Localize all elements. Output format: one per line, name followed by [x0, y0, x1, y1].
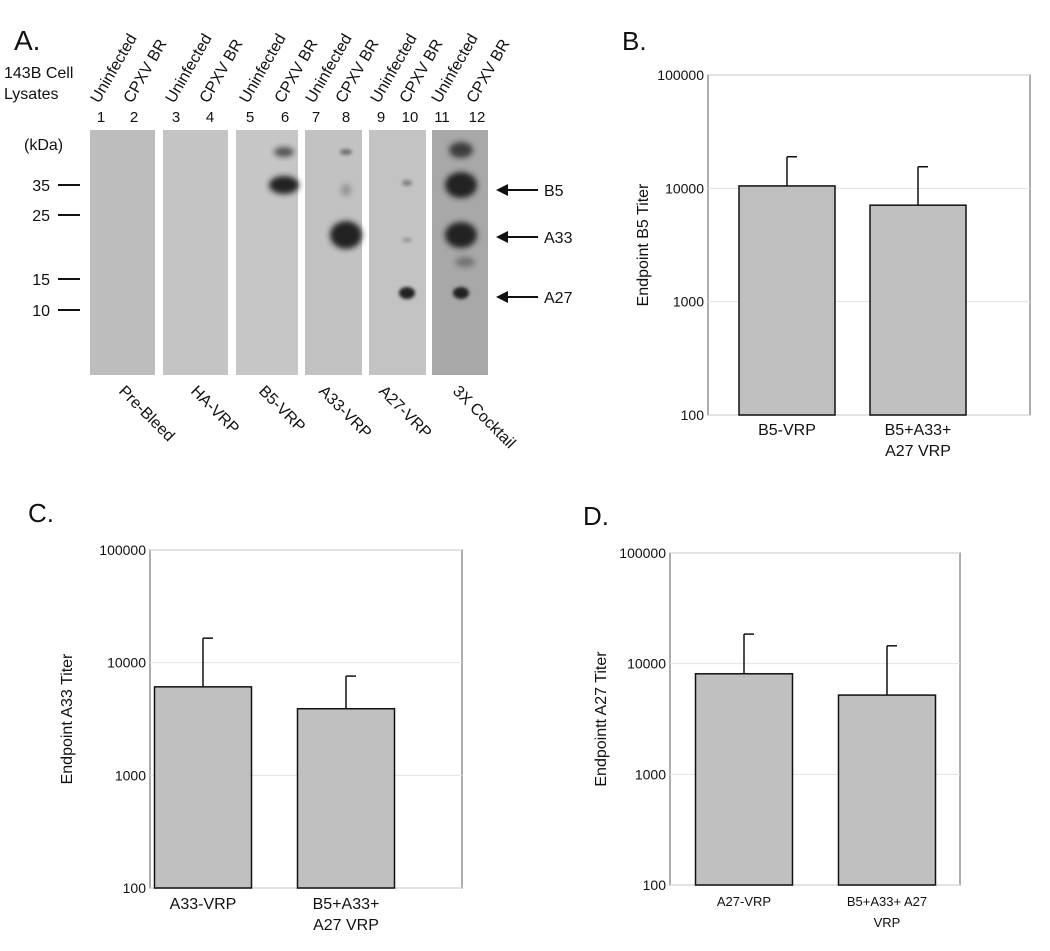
- lane-number: 7: [312, 109, 320, 126]
- blot-bands: [269, 142, 477, 299]
- y-tick-label: 100: [681, 407, 705, 423]
- x-tick-label: A27-VRP: [716, 894, 772, 909]
- group-label: A27-VRP: [375, 383, 434, 442]
- band-arrowhead: [496, 291, 508, 303]
- blot-strips: [90, 130, 488, 375]
- y-axis-title: Endpoint A33 Titer: [59, 653, 76, 784]
- marker-label: 25: [32, 208, 50, 225]
- band-arrowhead: [496, 184, 508, 196]
- band-label: A33: [544, 230, 573, 247]
- panel-label: A.: [14, 25, 40, 56]
- lane-number: 8: [342, 109, 350, 126]
- group-label: B5-VRP: [255, 383, 308, 436]
- bar: [153, 686, 253, 889]
- lane-number: 5: [246, 109, 254, 126]
- lane-number: 6: [281, 109, 289, 126]
- sample-label: 143B Cell Lysates: [4, 65, 74, 103]
- group-label: Pre-Bleed: [115, 383, 177, 445]
- x-tick-label: B5+A33+ A27 VRP: [884, 422, 952, 460]
- y-tick-label: 100: [123, 880, 147, 896]
- lane-number: 2: [130, 109, 138, 126]
- lane-number: 9: [377, 109, 385, 126]
- lane-number: 1: [97, 109, 105, 126]
- x-tick-label: B5-VRP: [758, 422, 816, 439]
- panel-label: C.: [28, 498, 54, 528]
- unit-label: (kDa): [24, 137, 63, 154]
- y-axis-title: Endpointt A27 Titer: [593, 651, 610, 787]
- x-tick-label: B5+A33+ A27 VRP: [846, 894, 928, 930]
- y-tick-label: 100000: [619, 545, 666, 561]
- bar: [296, 707, 396, 889]
- panel-label: B.: [622, 26, 647, 56]
- group-label: 3X Cocktail: [449, 383, 518, 452]
- y-tick-label: 1000: [115, 767, 146, 783]
- bar: [837, 694, 937, 886]
- y-tick-label: 10000: [107, 655, 146, 671]
- y-tick-label: 10000: [665, 180, 704, 196]
- x-tick-label: B5+A33+ A27 VRP: [312, 896, 380, 934]
- y-tick-label: 100000: [657, 67, 704, 83]
- bar: [694, 673, 794, 886]
- lane-number: 4: [206, 109, 214, 126]
- y-tick-label: 1000: [635, 766, 666, 782]
- band-arrowhead: [496, 231, 508, 243]
- y-tick-label: 10000: [627, 656, 666, 672]
- y-tick-label: 100: [643, 877, 667, 893]
- panel-label: D.: [583, 501, 609, 531]
- group-label: HA-VRP: [187, 383, 242, 438]
- y-axis-title: Endpoint B5 Titer: [635, 183, 652, 306]
- band-label: B5: [544, 183, 564, 200]
- bar: [869, 204, 967, 416]
- marker-label: 15: [32, 272, 50, 289]
- y-tick-label: 100000: [99, 542, 146, 558]
- marker-label: 35: [32, 178, 50, 195]
- group-label: A33-VRP: [315, 383, 374, 442]
- bar: [738, 185, 836, 416]
- lane-number: 3: [172, 109, 180, 126]
- x-tick-label: A33-VRP: [169, 896, 237, 913]
- lane-number: 12: [469, 109, 486, 126]
- marker-label: 10: [32, 303, 50, 320]
- lane-number: 11: [434, 109, 450, 126]
- band-label: A27: [544, 290, 573, 307]
- y-tick-label: 1000: [673, 294, 704, 310]
- lane-number: 10: [402, 109, 419, 126]
